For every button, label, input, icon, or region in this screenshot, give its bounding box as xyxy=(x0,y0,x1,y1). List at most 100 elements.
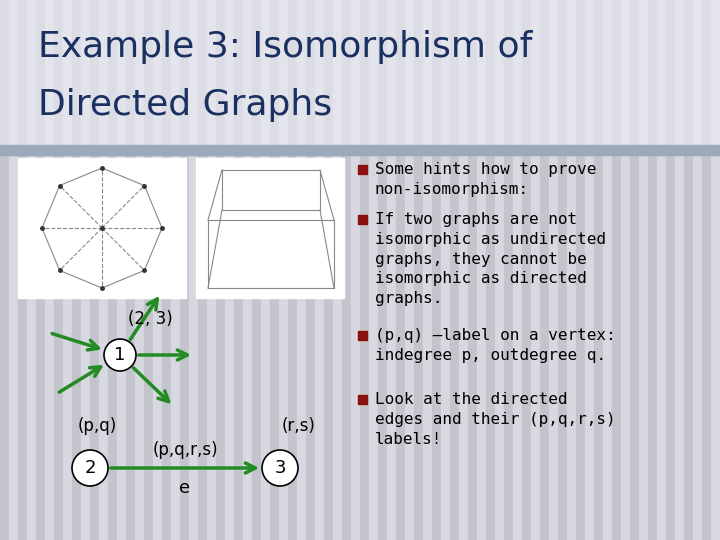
Bar xyxy=(333,0,342,540)
Bar xyxy=(594,0,603,148)
Bar xyxy=(369,0,378,148)
Bar xyxy=(396,0,405,540)
Bar xyxy=(405,0,414,148)
Bar xyxy=(711,0,720,540)
Bar xyxy=(63,0,72,540)
Bar xyxy=(630,0,639,148)
Bar xyxy=(405,0,414,540)
Bar xyxy=(358,331,367,340)
Bar xyxy=(360,0,369,540)
Bar xyxy=(306,0,315,540)
Text: (p,q,r,s): (p,q,r,s) xyxy=(152,441,218,459)
Bar xyxy=(603,0,612,540)
Bar xyxy=(576,0,585,148)
Bar xyxy=(90,0,99,540)
Bar xyxy=(216,0,225,148)
Bar xyxy=(153,0,162,148)
Bar xyxy=(126,0,135,148)
Bar xyxy=(450,0,459,148)
Bar xyxy=(585,0,594,540)
Bar xyxy=(126,0,135,540)
Text: e: e xyxy=(179,479,191,497)
Bar xyxy=(387,0,396,540)
Bar xyxy=(261,0,270,540)
Text: (r,s): (r,s) xyxy=(282,417,316,435)
Bar xyxy=(324,0,333,540)
Bar xyxy=(468,0,477,148)
Bar xyxy=(603,0,612,148)
Bar xyxy=(144,0,153,540)
Bar xyxy=(54,0,63,148)
Bar xyxy=(18,158,186,298)
Bar xyxy=(558,0,567,148)
Text: Directed Graphs: Directed Graphs xyxy=(38,88,332,122)
Bar xyxy=(216,0,225,540)
Bar xyxy=(279,0,288,148)
Bar xyxy=(675,0,684,540)
Bar xyxy=(252,0,261,148)
Bar xyxy=(198,0,207,148)
Bar xyxy=(522,0,531,540)
Bar xyxy=(666,0,675,540)
Bar xyxy=(189,0,198,148)
Bar xyxy=(513,0,522,148)
Text: (p,q): (p,q) xyxy=(78,417,117,435)
Bar xyxy=(358,215,367,224)
Bar xyxy=(108,0,117,148)
Bar xyxy=(0,0,720,148)
Bar xyxy=(90,0,99,148)
Bar xyxy=(378,0,387,540)
Bar xyxy=(549,0,558,148)
Bar xyxy=(432,0,441,148)
Bar xyxy=(585,0,594,148)
Circle shape xyxy=(262,450,298,486)
Text: Example 3: Isomorphism of: Example 3: Isomorphism of xyxy=(38,30,532,64)
Bar xyxy=(324,0,333,148)
Bar xyxy=(531,0,540,540)
Bar xyxy=(693,0,702,148)
Text: If two graphs are not
isomorphic as undirected
graphs, they cannot be
isomorphic: If two graphs are not isomorphic as undi… xyxy=(375,212,606,306)
Bar xyxy=(567,0,576,148)
Bar xyxy=(648,0,657,540)
Bar xyxy=(270,0,279,148)
Bar xyxy=(315,0,324,540)
Bar xyxy=(684,0,693,148)
Bar xyxy=(612,0,621,148)
Bar xyxy=(234,0,243,540)
Bar xyxy=(27,0,36,540)
Bar xyxy=(702,0,711,148)
Text: 1: 1 xyxy=(114,346,126,364)
Bar xyxy=(234,0,243,148)
Bar xyxy=(0,145,720,155)
Bar xyxy=(54,0,63,540)
Bar xyxy=(27,0,36,148)
Bar xyxy=(432,0,441,540)
Bar xyxy=(117,0,126,540)
Bar xyxy=(621,0,630,540)
Text: (p,q) –label on a vertex:
indegree p, outdegree q.: (p,q) –label on a vertex: indegree p, ou… xyxy=(375,328,616,363)
Text: 2: 2 xyxy=(84,459,96,477)
Bar xyxy=(684,0,693,540)
Bar xyxy=(358,395,367,404)
Bar xyxy=(45,0,54,148)
Bar xyxy=(153,0,162,540)
Bar xyxy=(225,0,234,148)
Bar xyxy=(18,0,27,148)
Bar xyxy=(45,0,54,540)
Bar xyxy=(270,0,279,540)
Bar xyxy=(657,0,666,540)
Bar xyxy=(18,0,27,540)
Bar xyxy=(351,0,360,148)
Bar xyxy=(477,0,486,540)
Bar xyxy=(459,0,468,540)
Bar xyxy=(441,0,450,148)
Bar xyxy=(558,0,567,540)
Bar xyxy=(486,0,495,540)
Bar xyxy=(702,0,711,540)
Bar xyxy=(423,0,432,540)
Bar xyxy=(225,0,234,540)
Text: Some hints how to prove
non-isomorphism:: Some hints how to prove non-isomorphism: xyxy=(375,162,596,197)
Bar xyxy=(0,0,9,148)
Bar xyxy=(0,0,9,540)
Bar xyxy=(99,0,108,540)
